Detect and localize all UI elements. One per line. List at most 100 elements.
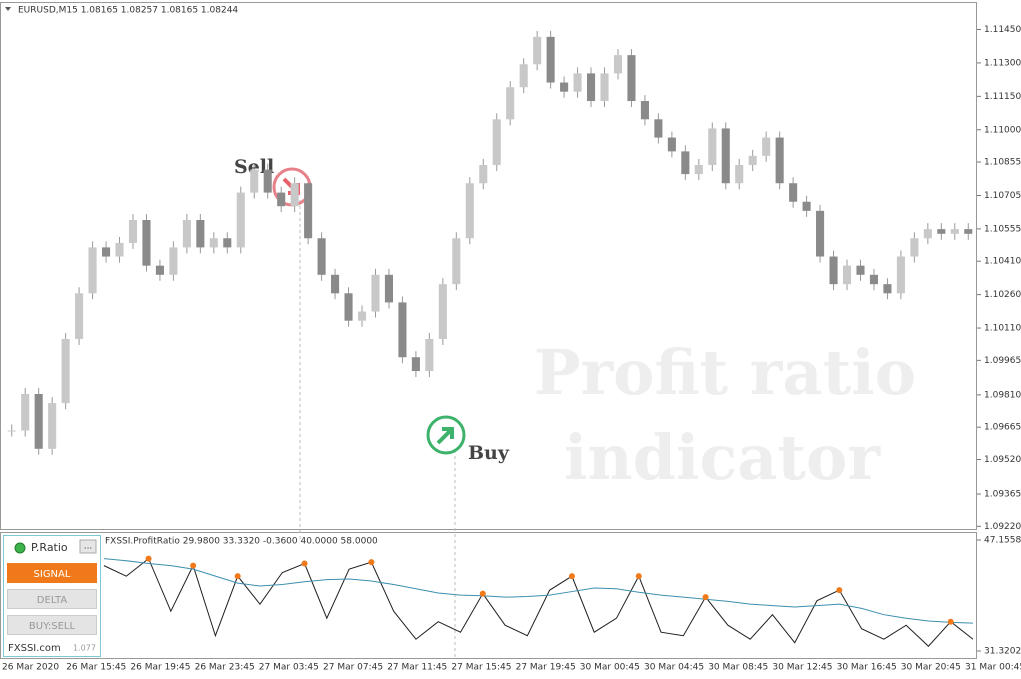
delta-button[interactable] [7,589,97,609]
candle [775,137,784,184]
panel: P.Ratio ... SIGNAL DELTA BUY:SELL FXSSI.… [3,535,101,657]
site-label: FXSSI.com [8,643,61,654]
y-tick-label: 1.10855 [984,158,1021,168]
time-label: 27 Mar 11:45 [387,663,447,673]
candle [236,192,245,248]
time-label: 30 Mar 12:45 [772,663,832,673]
candle [169,247,178,275]
time-label: 30 Mar 04:45 [644,663,704,673]
candle [613,55,623,74]
y-tick-label: 1.10705 [984,191,1021,201]
candle [438,284,447,339]
candle [627,55,636,102]
candle [304,183,313,239]
y-tick-label: 1.09965 [984,356,1021,366]
candle [344,293,353,321]
panel-title: P.Ratio [31,541,68,554]
candle [560,82,569,92]
candle [34,393,43,449]
time-label: 26 Mar 15:45 [66,663,126,673]
candle [290,183,299,207]
signal-dot [145,555,152,562]
y-tick-label: 1.11000 [984,125,1021,135]
candle [411,357,420,372]
time-label: 30 Mar 20:45 [901,663,961,673]
watermark: Profit ratio [534,336,916,409]
candle [128,219,138,243]
candle [842,265,852,285]
symbol-header: EURUSD,M15 1.08165 1.08257 1.08165 1.082… [18,6,238,16]
button-label: SIGNAL [34,569,71,580]
candle [735,164,744,184]
candle [465,183,474,239]
candle [910,238,919,257]
time-label: 27 Mar 07:45 [323,663,383,673]
candle [640,101,649,120]
signal-button[interactable] [7,563,97,583]
time-label: 27 Mar 19:45 [516,663,576,673]
status-dot [14,542,26,554]
candle [573,73,582,92]
candle [21,393,30,431]
signal-dot [479,590,486,597]
y-tick-label: 1.11300 [984,58,1021,68]
candle [762,137,771,156]
candle [317,238,326,275]
candle [587,73,596,102]
y-tick-label: 31.3202 [984,647,1021,657]
candle [923,229,932,239]
time-label: 27 Mar 03:45 [259,663,319,673]
time-label: 27 Mar 15:45 [451,663,511,673]
buysell-button[interactable] [7,615,97,635]
candle [371,274,380,312]
indicator-line [103,557,974,647]
y-tick-label: 1.09665 [984,423,1021,433]
candle [88,247,97,294]
signal-dot [190,562,197,569]
candle [331,274,340,294]
candle [506,87,515,120]
candle [748,155,757,165]
y-tick-label: 1.11150 [984,92,1021,102]
menu-button[interactable] [79,539,97,554]
button-label: DELTA [37,595,68,606]
signal-dot [702,594,709,601]
buy-icon [426,415,466,455]
candle [802,201,811,211]
candle [196,219,205,248]
header-arrow [5,7,11,11]
signal-dot [947,618,954,625]
indicator-header: FXSSI.ProfitRatio 29.9800 33.3320 -0.360… [105,537,378,547]
indicator-line [103,558,974,624]
candle [479,164,488,184]
button-label: BUY:SELL [29,621,76,632]
candle [896,256,905,294]
candle [398,302,407,358]
candle [519,64,528,88]
y-tick-label: 1.11450 [984,25,1021,35]
candle [75,293,84,339]
candle [789,183,798,202]
watermark: indicator [564,421,881,494]
y-tick-label: 1.09520 [984,455,1021,465]
y-tick-label: 1.09810 [984,390,1021,400]
candle [694,164,703,175]
candle [209,238,218,248]
candle [452,238,461,285]
candle [48,403,57,449]
y-tick-label: 1.10260 [984,290,1021,300]
time-label: 30 Mar 00:45 [580,663,640,673]
main-frame [0,2,977,530]
candle [667,137,676,152]
candle [721,128,730,184]
candle [263,169,272,193]
y-tick-label: 1.09220 [984,522,1021,532]
candle [869,274,878,285]
candle [856,265,865,275]
time-label: 26 Mar 23:45 [195,663,255,673]
candle [546,36,555,83]
candle [357,311,367,321]
signal-dot [368,559,375,566]
time-label: 31 Mar 00:45 [965,663,1021,673]
